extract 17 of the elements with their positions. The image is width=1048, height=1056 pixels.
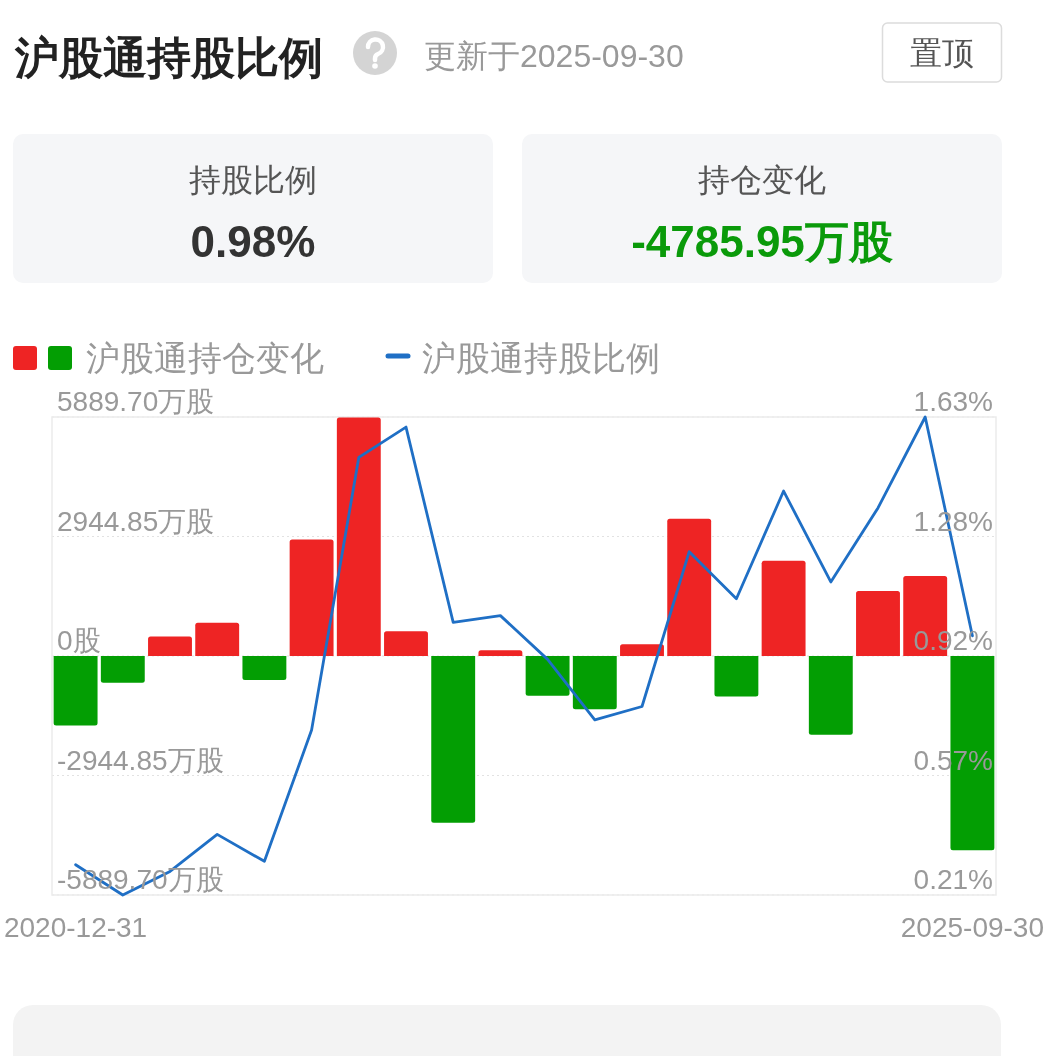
y-tick-label: 2944.85万股 <box>57 505 215 537</box>
text: -4785.95万股 <box>631 217 893 266</box>
text: 持仓变化 <box>698 162 826 198</box>
y2-tick-label: 1.63% <box>913 386 993 417</box>
y-tick-label: 0股 <box>57 625 101 656</box>
text: 置顶 <box>910 35 974 71</box>
chart-subtitle: 更新于2025-09-30 <box>424 38 684 74</box>
y2-tick-label: 0.21% <box>913 864 993 895</box>
x-tick-label: 2020-12-31 <box>3 912 148 943</box>
text: 持股比例 <box>189 162 317 198</box>
x-tick-label: 2025-09-30 <box>900 912 1045 943</box>
text: 0.98% <box>190 217 316 266</box>
legend-label: 沪股通持仓变化 <box>86 339 324 377</box>
y-tick-label: -2944.85万股 <box>57 744 224 776</box>
y-tick-label: 5889.70万股 <box>57 386 215 417</box>
chart-title: 沪股通持股比例 <box>14 33 323 82</box>
legend-label: 沪股通持股比例 <box>422 339 660 377</box>
